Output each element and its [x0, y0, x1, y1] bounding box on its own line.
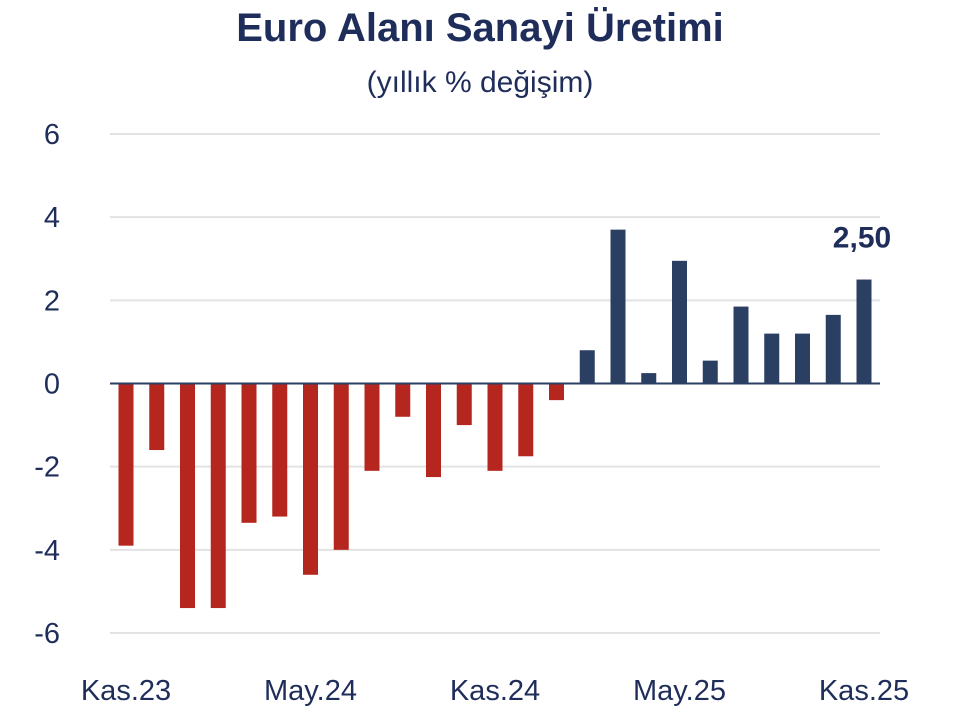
bar: [579, 350, 595, 384]
bar: [149, 383, 165, 451]
data-label: 2,50: [833, 222, 891, 255]
chart-title: Euro Alanı Sanayi Üretimi: [236, 6, 724, 50]
y-tick-label: -2: [34, 452, 60, 484]
x-tick-label: Kas.24: [450, 675, 540, 707]
bar: [210, 383, 226, 609]
y-tick-label: 6: [44, 119, 60, 151]
bar: [180, 383, 195, 609]
bar: [333, 383, 349, 550]
y-tick-label: 0: [44, 369, 60, 401]
bar: [241, 383, 257, 523]
bar: [426, 383, 441, 478]
y-tick-label: -4: [34, 535, 60, 567]
x-tick-label: Kas.23: [81, 675, 171, 707]
bar: [733, 306, 749, 384]
bar: [272, 383, 288, 517]
y-tick-label: 4: [44, 202, 60, 234]
bar: [610, 229, 626, 384]
y-tick-label: 2: [44, 285, 60, 317]
bar: [764, 333, 780, 384]
bar: [795, 333, 810, 384]
chart-subtitle: (yıllık % değişim): [366, 66, 594, 99]
bar: [395, 383, 411, 417]
bar: [549, 383, 564, 401]
x-tick-label: May.25: [633, 675, 726, 707]
bar: [702, 360, 718, 384]
y-tick-label: -6: [34, 618, 60, 650]
bar: [118, 383, 134, 546]
bar: [456, 383, 472, 426]
x-tick-label: May.24: [264, 675, 357, 707]
bar: [518, 383, 534, 457]
bar: [641, 373, 657, 384]
x-tick-label: Kas.25: [819, 675, 909, 707]
bar: [364, 383, 380, 471]
bar: [825, 314, 841, 384]
bar: [487, 383, 503, 471]
bar: [303, 383, 318, 575]
bar: [856, 279, 872, 384]
bar: [672, 260, 687, 384]
